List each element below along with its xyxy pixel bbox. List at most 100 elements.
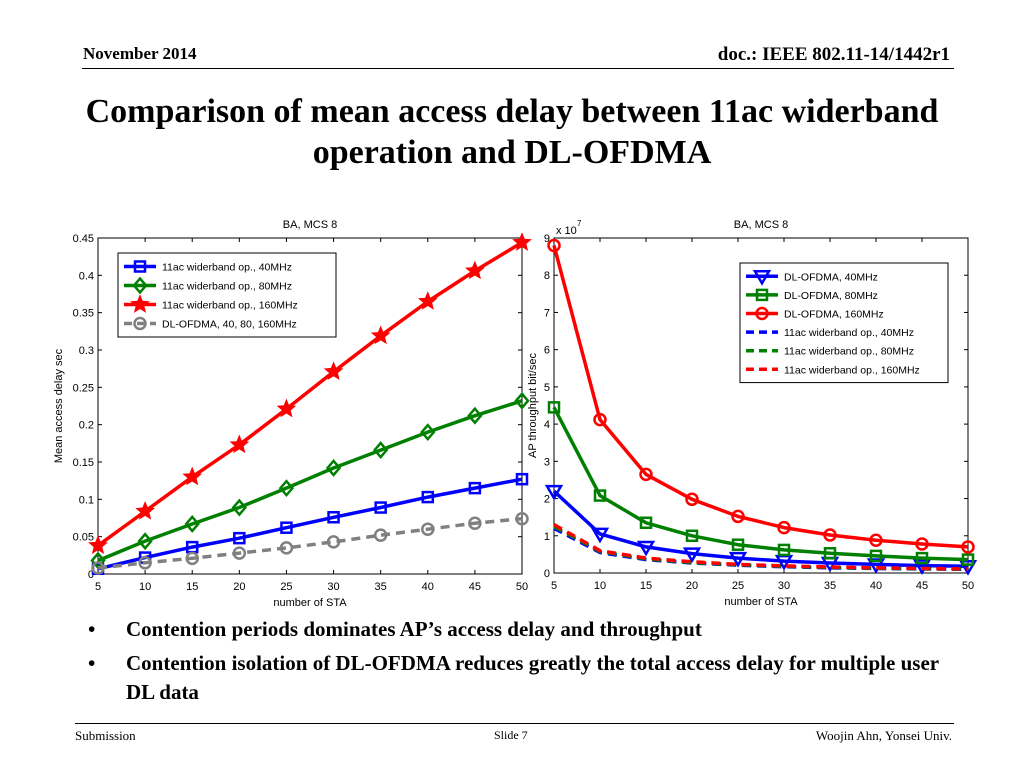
- data-point: [182, 466, 203, 486]
- x-tick-label: 50: [516, 581, 528, 593]
- legend-label: 11ac widerband op., 160MHz: [784, 364, 920, 376]
- y-tick-label: 0.15: [73, 457, 94, 469]
- data-point: [276, 398, 297, 418]
- x-tick-label: 5: [551, 580, 557, 592]
- series-line: [97, 477, 523, 571]
- y-tick-label: 8: [544, 270, 550, 282]
- series-line: [552, 244, 969, 549]
- footer-slide-number: Slide 7: [494, 728, 528, 742]
- data-point: [547, 238, 561, 253]
- data-point: [912, 559, 932, 576]
- y-tick-label: 9: [544, 233, 550, 245]
- y-tick-label: 0.25: [73, 382, 94, 394]
- x-tick-label: 45: [469, 581, 481, 593]
- y-tick-label: 0.4: [79, 270, 94, 282]
- y-tick-label: 0.45: [73, 233, 94, 245]
- legend-box: [739, 262, 949, 384]
- data-point: [370, 325, 391, 345]
- x-tick-label: 20: [686, 580, 698, 592]
- y-tick-label: 2: [544, 494, 550, 506]
- data-point: [417, 291, 438, 310]
- y-tick-label: 5: [544, 382, 550, 394]
- data-point: [229, 434, 250, 454]
- legend-label: DL-OFDMA, 40, 80, 160MHz: [162, 319, 297, 331]
- data-point: [327, 511, 340, 524]
- data-point: [685, 492, 699, 507]
- slide-title: Comparison of mean access delay between …: [85, 93, 939, 171]
- data-point: [866, 558, 886, 574]
- data-point: [468, 481, 482, 495]
- series-3: [88, 232, 532, 554]
- data-point: [869, 549, 883, 563]
- bullet-item: • Contention isolation of DL-OFDMA reduc…: [88, 649, 948, 706]
- data-point: [544, 484, 564, 501]
- x-tick-label: 35: [824, 580, 836, 592]
- legend-label: DL-OFDMA, 80MHz: [784, 290, 878, 302]
- data-point: [280, 521, 293, 534]
- data-point: [373, 528, 388, 542]
- legend-label: DL-OFDMA, 160MHz: [784, 309, 884, 321]
- data-point: [869, 533, 883, 547]
- data-point: [515, 472, 529, 486]
- series-line: [97, 516, 523, 570]
- data-point: [467, 406, 483, 425]
- y-tick-label: 0.05: [73, 532, 94, 544]
- chart-title: BA, MCS 8: [283, 219, 337, 231]
- y-tick-label: 3: [544, 456, 550, 468]
- footer-submission: Submission: [75, 728, 136, 743]
- data-point: [421, 490, 435, 504]
- data-point: [777, 543, 791, 557]
- x-tick-label: 40: [422, 581, 434, 593]
- y-tick-label: 0.3: [79, 345, 94, 357]
- bullet-dot: •: [88, 617, 96, 641]
- series-line: [552, 406, 969, 562]
- x-tick-label: 5: [95, 581, 101, 593]
- data-point: [514, 391, 530, 410]
- x-tick-label: 15: [640, 580, 652, 592]
- data-point: [915, 551, 929, 565]
- chart-title: BA, MCS 8: [734, 219, 788, 231]
- data-point: [323, 361, 344, 380]
- bullet-list: • Contention periods dominates AP’s acce…: [88, 615, 948, 712]
- data-point: [279, 541, 294, 555]
- bullet-item: • Contention periods dominates AP’s acce…: [88, 615, 948, 643]
- data-point: [777, 520, 791, 535]
- data-point: [636, 540, 656, 557]
- data-point: [512, 232, 532, 251]
- legend-label: 11ac widerband op., 160MHz: [162, 300, 298, 312]
- data-point: [731, 538, 745, 551]
- legend-marker: [133, 260, 147, 273]
- legend-marker: [133, 316, 147, 331]
- y-tick-label: 0: [544, 568, 550, 580]
- data-point: [958, 560, 978, 576]
- x-tick-label: 30: [778, 580, 790, 592]
- legend: 11ac widerband op., 40MHz 11ac widerband …: [117, 252, 337, 338]
- series-2: [547, 401, 975, 566]
- data-point: [515, 511, 529, 526]
- y-axis-label: AP throughput bit/sec: [527, 353, 539, 458]
- x-tick-label: 20: [233, 581, 245, 593]
- data-point: [915, 537, 929, 551]
- legend: DL-OFDMA, 40MHz DL-OFDMA, 80MHz DL-OFDMA, …: [739, 262, 949, 384]
- footer-divider: [75, 723, 954, 724]
- x-axis-label: number of STA: [724, 596, 798, 608]
- data-point: [233, 531, 246, 545]
- legend-label: DL-OFDMA, 40MHz: [784, 271, 878, 283]
- data-point: [682, 547, 702, 564]
- series-3: [547, 238, 975, 554]
- data-point: [685, 529, 699, 543]
- data-point: [184, 515, 200, 533]
- data-point: [468, 516, 482, 530]
- legend-marker: [132, 276, 148, 295]
- data-point: [421, 522, 435, 536]
- series-6: [553, 523, 969, 571]
- x-tick-label: 10: [139, 581, 151, 593]
- series-line: [96, 241, 523, 548]
- data-point: [185, 551, 199, 566]
- y-tick-label: 0.2: [79, 420, 94, 432]
- y-axis-label: Mean access delay sec: [53, 348, 65, 463]
- data-point: [961, 553, 975, 566]
- y-tick-label: 0.1: [79, 494, 94, 506]
- x-axis-label: number of STA: [273, 597, 347, 609]
